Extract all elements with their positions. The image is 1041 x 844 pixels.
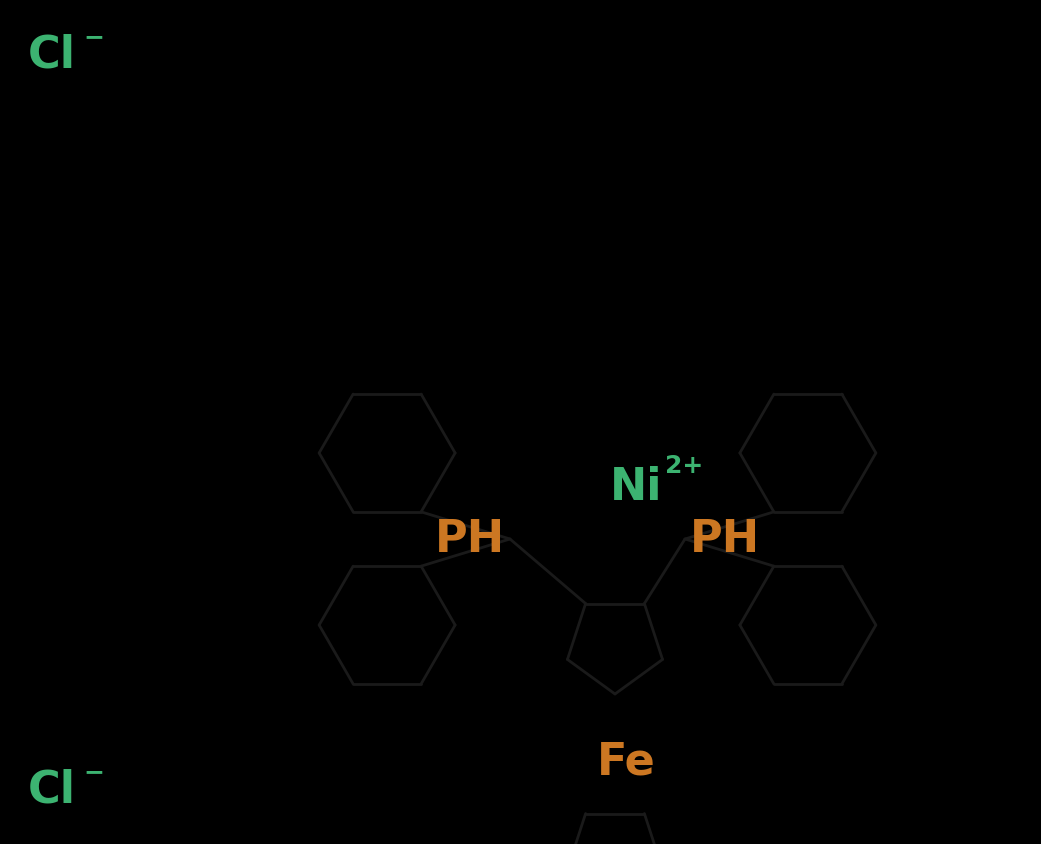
Text: Fe: Fe bbox=[596, 739, 656, 782]
Text: PH: PH bbox=[690, 518, 760, 560]
Text: −: − bbox=[83, 25, 104, 49]
Text: Cl: Cl bbox=[28, 34, 76, 77]
Text: 2+: 2+ bbox=[665, 453, 704, 478]
Text: −: − bbox=[83, 759, 104, 783]
Text: Cl: Cl bbox=[28, 767, 76, 810]
Text: Ni: Ni bbox=[610, 466, 662, 509]
Text: PH: PH bbox=[435, 518, 505, 560]
